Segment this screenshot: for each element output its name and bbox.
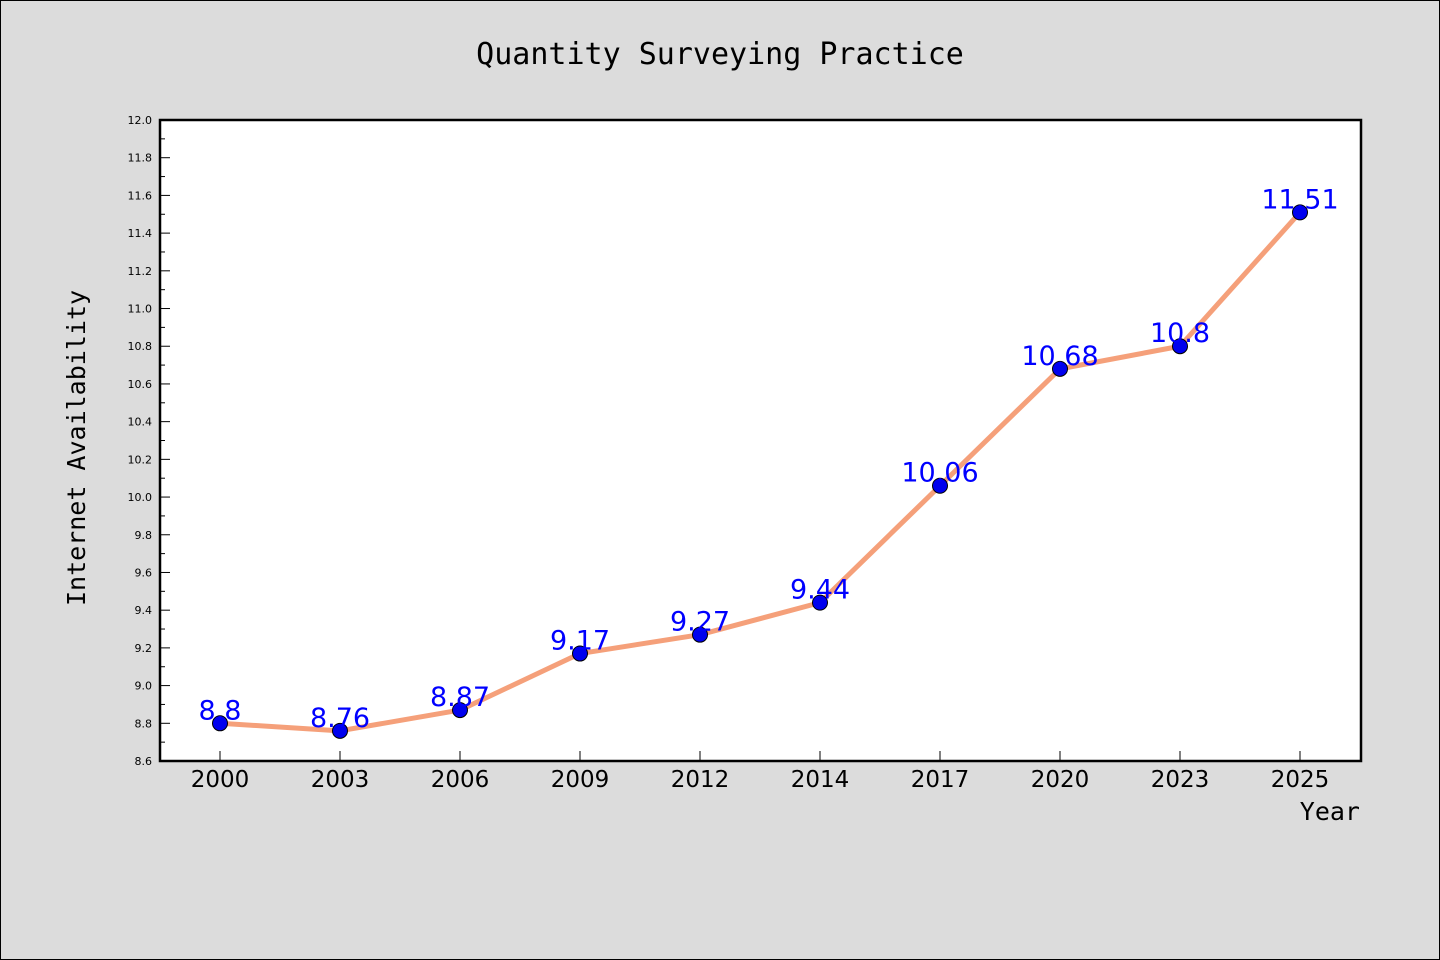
data-label: 10.06: [901, 458, 978, 489]
data-point: [332, 722, 348, 739]
data-point: [812, 594, 828, 611]
y-tick-label: 10.2: [128, 453, 153, 466]
data-labels-group: 8.8 8.76 8.87 9.17 9.27 9.44 10.06 10.68 10.8 11.…: [199, 184, 1339, 733]
plot-area: [158, 118, 1363, 763]
data-point: [212, 715, 228, 732]
x-tick-label: 2006: [431, 767, 490, 793]
series-line: [217, 209, 1303, 734]
data-label: 9.27: [670, 607, 730, 638]
y-tick-label: 11.4: [128, 227, 153, 240]
y-tick-label: 9.8: [135, 529, 153, 542]
x-axis-label: Year: [1300, 797, 1360, 826]
y-tick-label: 9.6: [135, 566, 153, 579]
y-tick-label: 8.8: [135, 717, 153, 730]
x-tick-label: 2003: [311, 767, 370, 793]
y-axis: 8.6 8.8 9.0 9.2 9.4 9.6 9.8 10.0 10.2 10.4 10.6 10.…: [128, 114, 170, 768]
x-tick-label: 2014: [791, 767, 850, 793]
x-tick-label: 2023: [1151, 767, 1210, 793]
chart-title: Quantity Surveying Practice: [476, 37, 964, 72]
data-label: 11.51: [1261, 184, 1338, 215]
data-point: [932, 477, 948, 494]
data-label: 10.8: [1150, 318, 1210, 349]
data-label: 8.76: [310, 703, 370, 734]
y-axis-label: Internet Availability: [62, 290, 91, 606]
y-tick-label: 10.8: [128, 340, 153, 353]
x-tick-label: 2020: [1031, 767, 1090, 793]
data-label: 8.87: [430, 682, 490, 713]
data-label: 10.68: [1021, 341, 1098, 372]
x-tick-label: 2012: [671, 767, 730, 793]
y-tick-label: 11.2: [128, 265, 153, 278]
markers-group: [212, 204, 1308, 739]
x-tick-label: 2000: [191, 767, 250, 793]
data-label: 8.8: [199, 695, 242, 726]
y-tick-label: 11.6: [128, 189, 153, 202]
y-tick-label: 9.2: [135, 642, 153, 655]
series-line-group: [217, 209, 1303, 734]
data-point: [692, 626, 708, 643]
data-point: [452, 702, 468, 719]
y-tick-label: 9.0: [135, 680, 153, 693]
data-point: [1052, 360, 1068, 377]
data-point: [1292, 204, 1308, 221]
data-point: [1172, 338, 1188, 355]
data-label: 9.44: [790, 575, 850, 606]
x-tick-label: 2017: [911, 767, 970, 793]
x-tick-label: 2025: [1271, 767, 1330, 793]
y-tick-label: 8.6: [135, 755, 153, 768]
data-label: 9.17: [550, 626, 610, 657]
x-tick-label: 2009: [551, 767, 610, 793]
y-tick-label: 11.8: [128, 152, 153, 165]
y-tick-label: 10.6: [128, 378, 153, 391]
y-tick-label: 9.4: [135, 604, 153, 617]
y-tick-label: 10.4: [128, 416, 153, 429]
y-tick-label: 12.0: [128, 114, 153, 127]
y-tick-label: 10.0: [128, 491, 153, 504]
x-axis: 2000 2003 2006 2009 2012 2014 2017 2020 2023 2025: [191, 751, 1330, 793]
data-point: [572, 645, 588, 662]
y-tick-label: 11.0: [128, 303, 153, 316]
